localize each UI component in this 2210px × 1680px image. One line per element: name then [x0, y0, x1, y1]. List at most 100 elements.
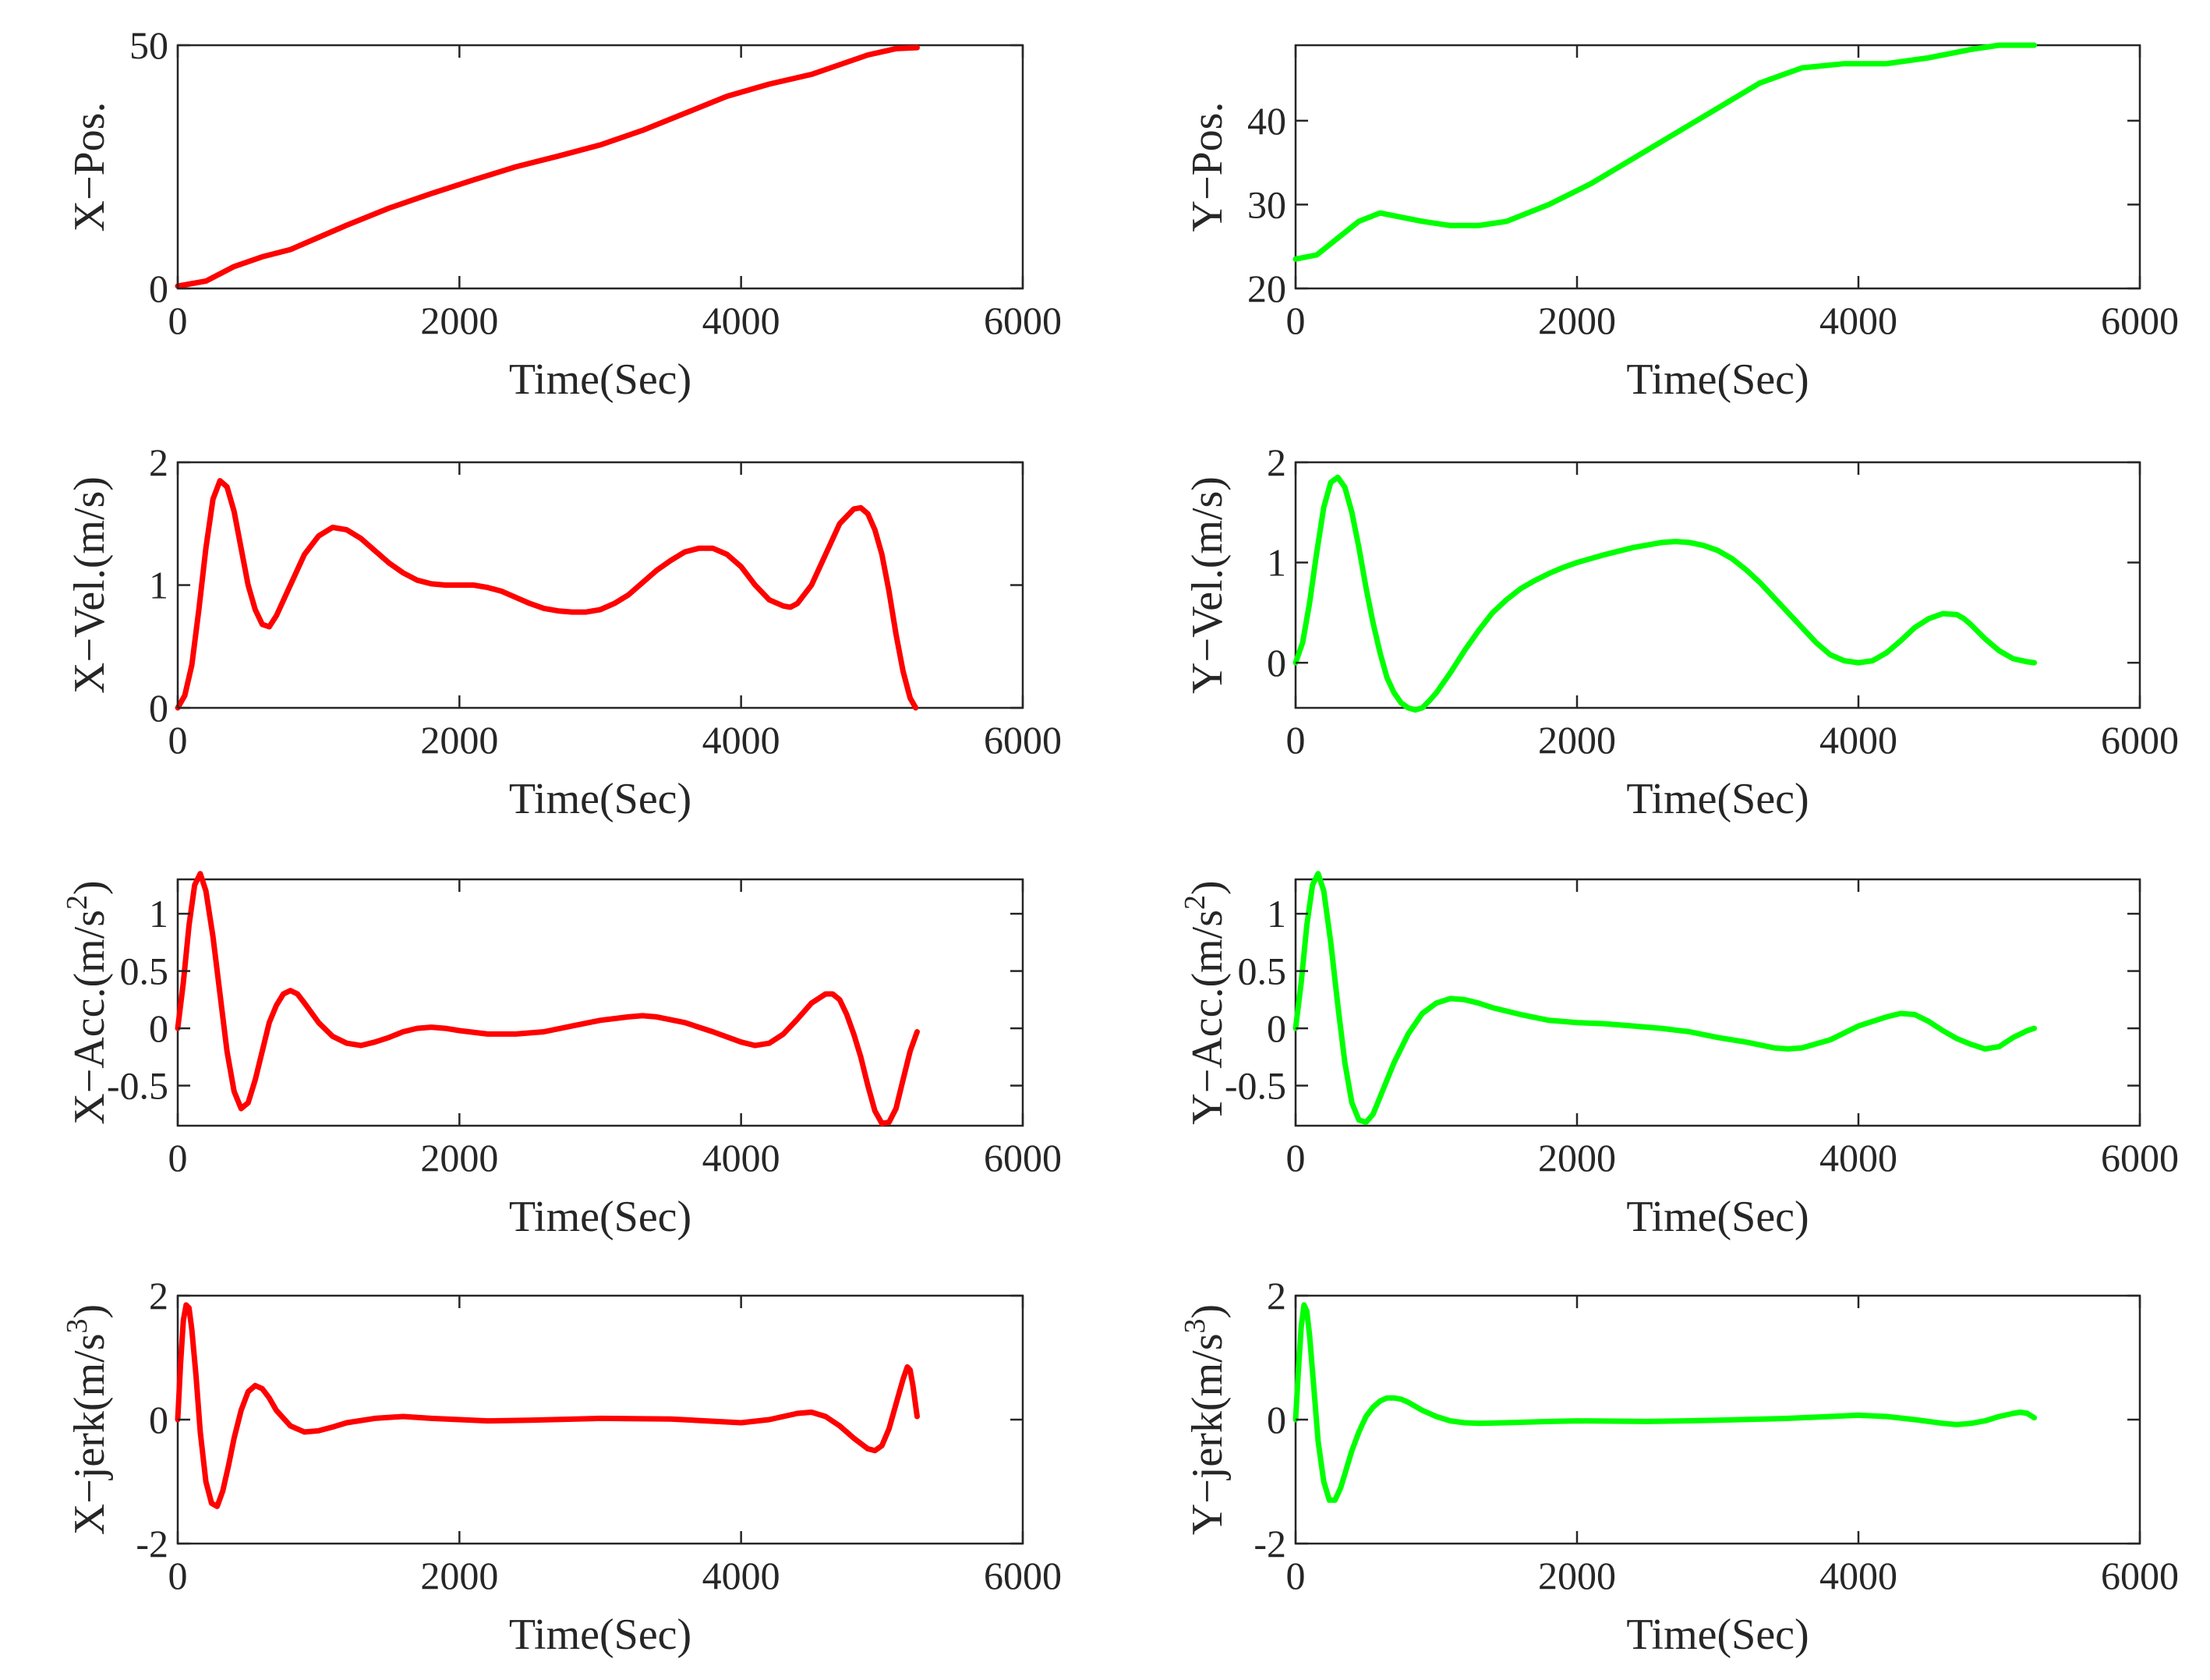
series-line-y-vel: [1292, 474, 2038, 713]
x-tick-label: 0: [168, 1554, 188, 1597]
x-tick-label: 2000: [420, 1136, 498, 1180]
x-axis-label: Time(Sec): [509, 1611, 691, 1659]
y-tick-label: 50: [129, 23, 168, 67]
x-tick-label: 0: [1286, 299, 1306, 342]
x-tick-label: 0: [1286, 718, 1306, 762]
x-tick-label: 4000: [702, 1554, 780, 1597]
x-tick-label: 2000: [420, 718, 498, 762]
y-tick-label: 20: [1247, 267, 1286, 310]
x-tick-label: 4000: [702, 718, 780, 762]
x-axis-label: Time(Sec): [509, 775, 691, 823]
series-line-x-vel: [175, 478, 919, 711]
y-axis-label-close: ): [65, 880, 114, 895]
y-tick-label: -2: [1254, 1522, 1286, 1565]
x-tick-label: 2000: [1538, 299, 1616, 342]
y-axis-label-text: X−Pos.: [65, 102, 114, 232]
y-tick-label: 1: [149, 892, 168, 935]
plot-area: [176, 461, 1024, 709]
y-axis-label-text: Y−Acc.(m/s: [1183, 910, 1232, 1125]
y-tick-label: -0.5: [107, 1064, 168, 1108]
y-tick-label: 0.5: [120, 950, 169, 993]
subplot-x-vel: 0 2000 4000 6000 0 1 2 Time(Sec) X−Vel.(m/s): [65, 440, 1062, 823]
y-tick-label: 0: [1267, 641, 1286, 684]
subplot-x-pos: 0 2000 4000 6000 0 50 Time(Sec) X−Pos.: [65, 23, 1062, 404]
subplot-y-vel: 0 2000 4000 6000 0 1 2 Time(Sec) Y−Vel.(m/s): [1183, 440, 2179, 823]
plot-area: [1294, 461, 2141, 709]
series-line-x-jerk: [175, 1302, 920, 1509]
x-tick-label: 6000: [984, 1554, 1062, 1597]
x-tick-label: 6000: [2101, 1554, 2179, 1597]
y-tick-label: 0: [1267, 1006, 1286, 1050]
y-axis-label: X−Vel.(m/s): [65, 476, 114, 694]
subplot-x-acc: 0 2000 4000 6000-0.500.51Time(Sec)X−Acc.(m/…: [61, 871, 1062, 1241]
subplot-y-acc: 0 2000 4000 6000-0.500.51Time(Sec)Y−Acc.(m/…: [1179, 871, 2179, 1241]
y-axis-label: X−Acc.(m/s2): [61, 880, 114, 1124]
series-line-y-acc: [1292, 871, 2038, 1126]
y-axis-label: X−jerk(m/s3): [61, 1304, 114, 1535]
y-axis-label-exponent: 2: [61, 895, 94, 910]
y-tick-label: 1: [1267, 541, 1286, 585]
y-axis-label-exponent: 2: [1179, 895, 1211, 910]
x-tick-label: 2000: [1538, 718, 1616, 762]
y-axis-label: Y−Pos.: [1183, 102, 1232, 232]
x-tick-label: 4000: [1819, 1136, 1897, 1180]
plot-area: [176, 44, 1024, 290]
y-tick-label: 0: [149, 686, 168, 730]
y-axis-label-text: Y−jerk(m/s: [1183, 1334, 1232, 1536]
x-tick-label: 6000: [984, 718, 1062, 762]
y-axis-label-text: X−jerk(m/s: [65, 1334, 114, 1536]
plot-area: [176, 878, 1024, 1127]
x-tick-label: 0: [1286, 1554, 1306, 1597]
x-tick-label: 2000: [420, 1554, 498, 1597]
plot-area: [1294, 44, 2141, 290]
x-tick-label: 4000: [702, 1136, 780, 1180]
series-line-x-acc: [175, 871, 920, 1126]
x-tick-label: 0: [168, 1136, 188, 1180]
y-tick-label: 0: [1267, 1398, 1286, 1441]
x-axis-label: Time(Sec): [1626, 1193, 1809, 1241]
y-axis-label-text: Y−Vel.(m/s): [1183, 476, 1232, 694]
x-tick-label: 0: [1286, 1136, 1306, 1180]
y-tick-label: 1: [149, 564, 168, 607]
x-tick-label: 0: [168, 718, 188, 762]
y-axis-label-exponent: 3: [1179, 1319, 1211, 1334]
x-tick-label: 4000: [1819, 299, 1897, 342]
x-axis-label: Time(Sec): [509, 355, 691, 404]
y-tick-label: -2: [136, 1522, 168, 1565]
y-tick-label: 0: [149, 1006, 168, 1050]
y-axis-label: Y−Vel.(m/s): [1183, 476, 1232, 694]
y-axis-label: X−Pos.: [65, 102, 114, 232]
series-line-y-pos: [1292, 42, 2038, 262]
x-tick-label: 2000: [420, 299, 498, 342]
y-axis-label-close: ): [1183, 880, 1232, 895]
y-tick-label: 0.5: [1238, 950, 1287, 993]
y-tick-label: 2: [149, 1274, 168, 1317]
x-tick-label: 0: [168, 299, 188, 342]
x-tick-label: 6000: [2101, 1136, 2179, 1180]
y-tick-label: 40: [1247, 99, 1286, 143]
y-axis-label-text: Y−Pos.: [1183, 102, 1232, 232]
y-axis-label-close: ): [65, 1304, 114, 1319]
y-axis-label-text: X−Acc.(m/s: [65, 910, 114, 1125]
y-tick-label: 0: [149, 1398, 168, 1441]
y-axis-label-text: X−Vel.(m/s): [65, 476, 114, 694]
x-tick-label: 2000: [1538, 1136, 1616, 1180]
x-tick-label: 4000: [1819, 1554, 1897, 1597]
x-tick-label: 6000: [2101, 299, 2179, 342]
x-axis-label: Time(Sec): [1626, 355, 1809, 404]
y-tick-label: -0.5: [1225, 1064, 1286, 1108]
y-tick-label: 1: [1267, 892, 1286, 935]
y-tick-label: 2: [1267, 440, 1286, 484]
x-tick-label: 4000: [1819, 718, 1897, 762]
y-tick-label: 2: [149, 440, 168, 484]
y-axis-label-close: ): [1183, 1304, 1232, 1319]
x-tick-label: 4000: [702, 299, 780, 342]
y-tick-label: 2: [1267, 1274, 1286, 1317]
series-line-y-jerk: [1292, 1302, 2038, 1503]
y-axis-label-exponent: 3: [61, 1319, 94, 1334]
y-tick-label: 0: [149, 267, 168, 310]
x-axis-label: Time(Sec): [509, 1193, 691, 1241]
